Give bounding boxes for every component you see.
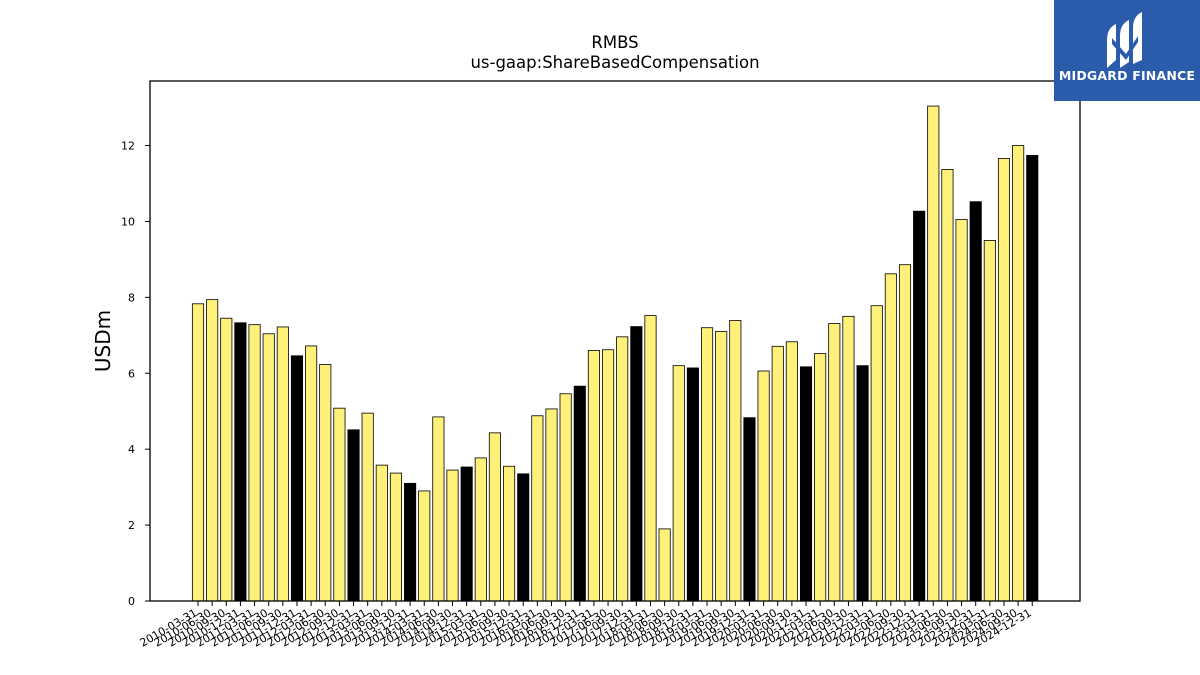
bar-2020-03-31 [757, 370, 770, 602]
bar-2015-03-31 [474, 457, 487, 602]
bar-2013-03-31 [361, 412, 374, 602]
bar-2012-03-31 [305, 345, 318, 602]
bar-2023-12-31 [969, 201, 982, 602]
bar-2014-12-31 [460, 466, 473, 602]
bar-2016-09-30 [559, 393, 572, 602]
bar-2023-03-31 [927, 105, 940, 602]
bar-2018-03-31 [644, 315, 657, 602]
bar-2020-12-31 [799, 366, 813, 602]
y-axis-label: USDm [91, 310, 115, 372]
bar-2011-12-31 [290, 355, 304, 602]
bar-2017-03-31 [587, 350, 600, 602]
y-axis: 0 2 4 6 8 10 12 [121, 140, 150, 608]
bar-2016-06-30 [545, 408, 558, 602]
bar-2024-09-30 [1012, 145, 1025, 602]
logo-text: MIDGARD FINANCE [1058, 68, 1196, 83]
bar-2014-06-30 [432, 416, 445, 602]
x-axis: 2010-03-312010-06-302010-09-302010-12-31… [138, 601, 1034, 650]
bar-2021-06-30 [828, 323, 841, 602]
bar-2024-12-31 [1026, 154, 1039, 602]
bar-2014-03-31 [418, 490, 431, 602]
chart-subtitle: us-gaap:ShareBasedCompensation [470, 53, 759, 72]
bar-2022-03-31 [870, 305, 883, 602]
bar-2011-09-30 [276, 326, 289, 602]
bar-2017-09-30 [616, 336, 629, 602]
bar-2010-06-30 [206, 299, 219, 602]
bar-2018-09-30 [672, 365, 685, 602]
bar-2014-09-30 [446, 469, 459, 602]
y-tick-label: 12 [121, 140, 135, 153]
bar-2017-12-31 [630, 326, 643, 602]
y-tick-label: 4 [128, 443, 135, 456]
bar-2018-06-30 [658, 528, 671, 602]
bar-2019-06-30 [715, 331, 728, 602]
bar-2015-12-31 [517, 473, 530, 602]
bar-2022-12-31 [913, 210, 926, 602]
y-tick-label: 2 [128, 519, 135, 532]
bar-2020-09-30 [785, 341, 798, 602]
bar-2023-09-30 [955, 219, 968, 602]
bar-2010-03-31 [191, 303, 205, 602]
bar-2021-03-31 [814, 353, 827, 602]
bar-2010-12-31 [234, 322, 247, 602]
bar-2022-09-30 [898, 264, 912, 602]
bar-2013-09-30 [389, 472, 403, 602]
bar-2016-03-31 [531, 415, 544, 602]
bar-2024-06-30 [997, 158, 1011, 602]
bar-2011-06-30 [262, 333, 275, 602]
bar-2018-12-31 [686, 367, 699, 602]
bar-2020-06-30 [771, 345, 784, 602]
bar-2012-12-31 [347, 429, 360, 602]
bar-2010-09-30 [220, 317, 233, 602]
midgard-logo-icon [1107, 12, 1142, 68]
bar-2019-03-31 [700, 327, 714, 602]
y-tick-label: 8 [128, 291, 135, 304]
bar-series [191, 105, 1039, 602]
plot-frame [149, 80, 1081, 602]
bar-2019-12-31 [743, 417, 756, 602]
bar-2016-12-31 [573, 385, 586, 602]
brand-logo: MIDGARD FINANCE [1054, 0, 1200, 101]
bar-2011-03-31 [248, 324, 261, 602]
bar-2019-09-30 [729, 320, 742, 602]
y-tick-label: 0 [128, 595, 135, 608]
bar-2012-09-30 [333, 407, 346, 602]
bar-2015-06-30 [488, 432, 501, 602]
y-tick-label: 10 [121, 215, 135, 228]
bar-2012-06-30 [319, 364, 332, 602]
chart-title: RMBS [591, 33, 638, 52]
bar-2021-09-30 [842, 315, 855, 602]
bar-2024-03-31 [983, 240, 996, 602]
bar-2022-06-30 [884, 273, 897, 602]
bar-2015-09-30 [503, 465, 516, 602]
bar-2021-12-31 [856, 365, 869, 602]
bar-2013-06-30 [375, 464, 388, 602]
bar-2023-06-30 [941, 169, 954, 602]
bar-2013-12-31 [404, 482, 417, 602]
bar-2017-06-30 [602, 349, 615, 602]
y-tick-label: 6 [128, 367, 135, 380]
